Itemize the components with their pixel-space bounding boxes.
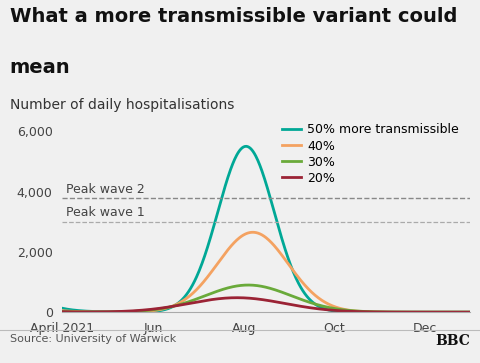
50% more transmissible (333, 309, 338, 313)
30% (367, 310, 373, 314)
30% (300, 298, 306, 302)
20% (234, 295, 240, 300)
Line: 40%: 40% (62, 232, 470, 312)
30% (60, 309, 65, 314)
20% (300, 305, 306, 309)
30% (132, 309, 137, 314)
20% (132, 309, 137, 313)
50% more transmissible (367, 310, 373, 314)
Text: Source: University of Warwick: Source: University of Warwick (10, 334, 176, 344)
Line: 30%: 30% (62, 285, 470, 312)
20% (333, 308, 338, 313)
20% (245, 296, 251, 300)
30% (245, 283, 251, 287)
20% (367, 310, 373, 314)
50% more transmissible (468, 310, 473, 314)
50% more transmissible (132, 310, 137, 314)
50% more transmissible (300, 290, 306, 294)
Text: Peak wave 1: Peak wave 1 (66, 206, 145, 219)
40% (333, 305, 338, 309)
Text: mean: mean (10, 58, 70, 77)
50% more transmissible (60, 306, 65, 310)
Legend: 50% more transmissible, 40%, 30%, 20%: 50% more transmissible, 40%, 30%, 20% (277, 118, 464, 190)
50% more transmissible (245, 144, 251, 149)
40% (165, 306, 170, 310)
40% (250, 230, 256, 234)
20% (468, 310, 473, 314)
50% more transmissible (243, 144, 249, 148)
40% (300, 281, 306, 286)
20% (60, 310, 65, 314)
20% (165, 305, 170, 309)
30% (333, 306, 338, 311)
40% (60, 309, 65, 313)
40% (244, 231, 250, 236)
40% (132, 310, 137, 314)
50% more transmissible (165, 307, 170, 311)
Text: Peak wave 2: Peak wave 2 (66, 183, 145, 196)
Line: 20%: 20% (62, 298, 470, 312)
30% (165, 305, 170, 310)
30% (468, 310, 473, 314)
30% (244, 283, 250, 287)
Text: Number of daily hospitalisations: Number of daily hospitalisations (10, 98, 234, 112)
40% (468, 310, 473, 314)
40% (367, 310, 373, 314)
Text: BBC: BBC (435, 334, 470, 348)
Text: What a more transmissible variant could: What a more transmissible variant could (10, 7, 457, 26)
Line: 50% more transmissible: 50% more transmissible (62, 146, 470, 312)
